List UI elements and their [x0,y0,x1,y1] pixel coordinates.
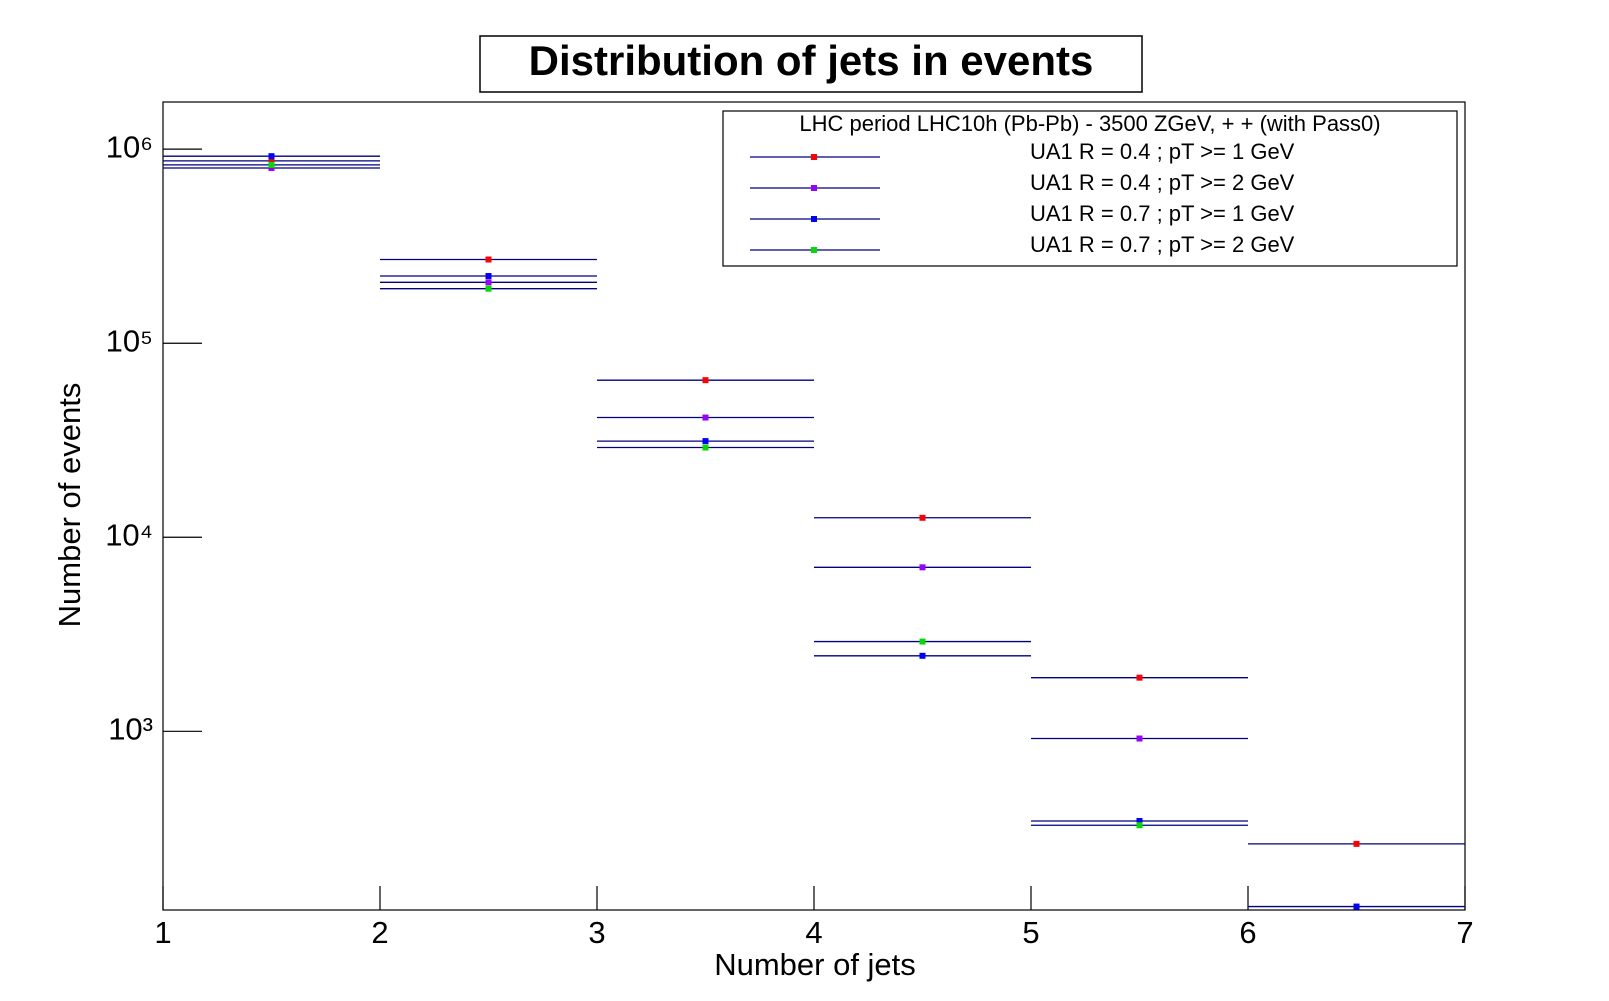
marker [485,273,492,280]
marker [1136,735,1143,742]
marker [1136,674,1143,681]
y-tick-label: 10⁴ [105,517,153,552]
marker [268,164,275,171]
marker [702,438,709,445]
marker [1353,903,1360,910]
legend-label: UA1 R = 0.4 ; pT >= 1 GeV [1030,139,1295,164]
marker [1136,818,1143,825]
x-tick-label: 6 [1239,915,1256,950]
marker [268,153,275,160]
legend-label: UA1 R = 0.7 ; pT >= 2 GeV [1030,232,1295,257]
y-axis-label: Number of events [52,383,87,628]
x-tick-label: 4 [805,915,822,950]
legend-marker [811,216,817,222]
legend-marker [811,247,817,253]
legend-label: UA1 R = 0.7 ; pT >= 1 GeV [1030,201,1295,226]
y-tick-label: 10⁶ [106,129,153,164]
marker [919,638,926,645]
marker [702,414,709,421]
x-tick-label: 1 [154,915,171,950]
marker [485,279,492,286]
marker [1136,822,1143,829]
marker [485,256,492,263]
marker [919,652,926,659]
marker [268,157,275,164]
x-tick-label: 5 [1022,915,1039,950]
marker [702,377,709,384]
marker [1353,840,1360,847]
x-tick-label: 3 [588,915,605,950]
x-tick-label: 2 [371,915,388,950]
legend-marker [811,185,817,191]
marker [919,564,926,571]
marker [268,161,275,168]
marker [919,514,926,521]
x-tick-label: 7 [1456,915,1473,950]
x-axis-label: Number of jets [714,947,916,982]
y-tick-label: 10⁵ [106,323,153,358]
legend-label: UA1 R = 0.4 ; pT >= 2 GeV [1030,170,1295,195]
legend-marker [811,154,817,160]
chart-title: Distribution of jets in events [529,37,1094,84]
y-tick-label: 10³ [108,712,153,747]
marker [485,285,492,292]
title-box [479,35,1143,93]
legend-title: LHC period LHC10h (Pb-Pb) - 3500 ZGeV, +… [799,111,1380,136]
marker [702,444,709,451]
